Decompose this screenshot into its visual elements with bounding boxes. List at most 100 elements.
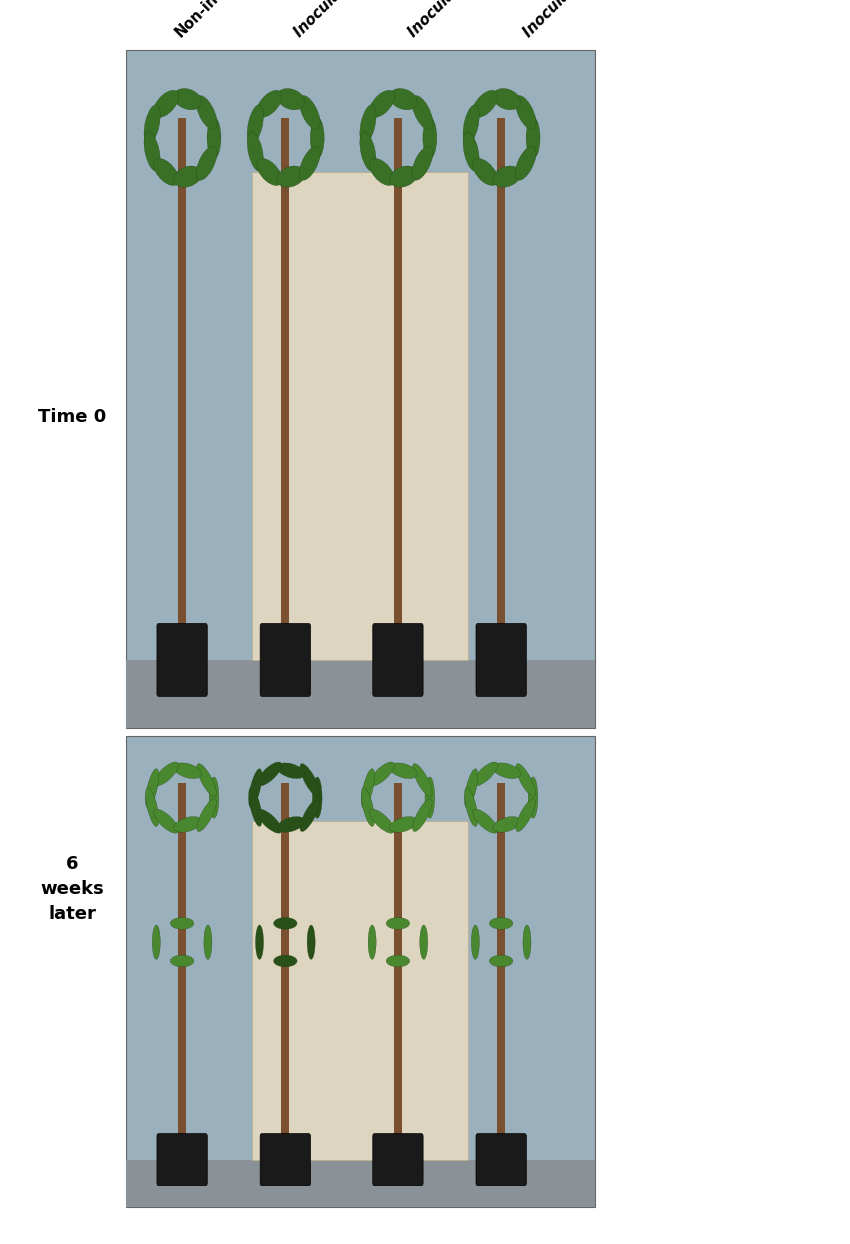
Ellipse shape: [154, 810, 178, 833]
Ellipse shape: [386, 918, 410, 929]
Ellipse shape: [299, 146, 320, 180]
Ellipse shape: [196, 799, 216, 831]
Ellipse shape: [369, 91, 394, 117]
Ellipse shape: [493, 763, 520, 779]
Ellipse shape: [196, 146, 217, 180]
Ellipse shape: [209, 778, 218, 819]
FancyBboxPatch shape: [157, 1133, 207, 1186]
FancyBboxPatch shape: [373, 1133, 423, 1186]
Ellipse shape: [196, 764, 216, 796]
Ellipse shape: [361, 769, 375, 807]
Ellipse shape: [307, 926, 315, 959]
Text: Inoculated with S. samsunensis only: Inoculated with S. samsunensis only: [406, 0, 629, 40]
FancyBboxPatch shape: [260, 623, 310, 697]
FancyBboxPatch shape: [476, 623, 526, 697]
Ellipse shape: [310, 117, 324, 158]
Ellipse shape: [145, 769, 159, 807]
Ellipse shape: [313, 778, 322, 819]
Ellipse shape: [526, 117, 540, 158]
Ellipse shape: [256, 926, 264, 959]
Ellipse shape: [389, 816, 417, 832]
Ellipse shape: [412, 96, 433, 129]
Ellipse shape: [154, 158, 178, 185]
Ellipse shape: [368, 926, 377, 959]
Ellipse shape: [515, 96, 536, 129]
Ellipse shape: [154, 763, 178, 786]
Bar: [394, 118, 402, 626]
Ellipse shape: [465, 769, 478, 807]
Ellipse shape: [420, 926, 428, 959]
Text: Non-inoculated: Non-inoculated: [173, 0, 272, 40]
Ellipse shape: [170, 955, 194, 967]
Ellipse shape: [412, 764, 432, 796]
Bar: [126, 659, 595, 728]
Ellipse shape: [257, 810, 282, 833]
Ellipse shape: [300, 764, 320, 796]
Ellipse shape: [257, 158, 282, 185]
Bar: [394, 784, 402, 1136]
Ellipse shape: [196, 96, 217, 129]
Ellipse shape: [369, 158, 394, 185]
Ellipse shape: [473, 810, 497, 833]
Ellipse shape: [173, 88, 201, 109]
Ellipse shape: [423, 117, 437, 158]
Ellipse shape: [204, 926, 212, 959]
Ellipse shape: [173, 763, 201, 779]
Ellipse shape: [277, 816, 305, 832]
Ellipse shape: [152, 926, 161, 959]
Ellipse shape: [493, 816, 520, 832]
Ellipse shape: [277, 763, 305, 779]
Ellipse shape: [360, 104, 376, 144]
Ellipse shape: [277, 88, 305, 109]
Ellipse shape: [370, 763, 394, 786]
Bar: [126, 50, 595, 728]
Ellipse shape: [170, 918, 194, 929]
Ellipse shape: [249, 769, 262, 807]
Bar: [178, 118, 186, 626]
Ellipse shape: [463, 132, 479, 170]
Ellipse shape: [516, 799, 536, 831]
Ellipse shape: [493, 165, 520, 188]
Ellipse shape: [145, 787, 159, 826]
Ellipse shape: [473, 91, 498, 117]
Text: Inoculated with L. theobromae and S. samsunensis: Inoculated with L. theobromae and S. sam…: [521, 0, 830, 40]
Ellipse shape: [360, 132, 376, 170]
Ellipse shape: [389, 165, 417, 188]
Ellipse shape: [473, 763, 497, 786]
Ellipse shape: [490, 918, 513, 929]
Ellipse shape: [425, 778, 434, 819]
Ellipse shape: [361, 787, 375, 826]
Ellipse shape: [515, 146, 536, 180]
Ellipse shape: [412, 146, 433, 180]
Ellipse shape: [370, 810, 394, 833]
Ellipse shape: [493, 88, 520, 109]
Ellipse shape: [144, 104, 161, 144]
Bar: [178, 784, 186, 1136]
Ellipse shape: [473, 158, 498, 185]
Ellipse shape: [389, 88, 417, 109]
Ellipse shape: [247, 132, 264, 170]
Ellipse shape: [249, 787, 262, 826]
Ellipse shape: [523, 926, 531, 959]
FancyBboxPatch shape: [260, 1133, 310, 1186]
Text: 6
weeks
later: 6 weeks later: [40, 856, 104, 923]
FancyBboxPatch shape: [157, 623, 207, 697]
FancyBboxPatch shape: [373, 623, 423, 697]
Bar: [126, 736, 595, 1207]
Ellipse shape: [173, 165, 201, 188]
FancyBboxPatch shape: [476, 1133, 526, 1186]
Ellipse shape: [247, 104, 264, 144]
Bar: [497, 784, 505, 1136]
Ellipse shape: [528, 778, 538, 819]
Ellipse shape: [257, 763, 282, 786]
Bar: [281, 118, 289, 626]
Text: Time 0: Time 0: [38, 408, 106, 425]
Bar: [497, 118, 505, 626]
Ellipse shape: [299, 96, 320, 129]
Bar: [281, 784, 289, 1136]
Ellipse shape: [490, 955, 513, 967]
Ellipse shape: [154, 91, 178, 117]
Ellipse shape: [465, 787, 478, 826]
Ellipse shape: [274, 918, 297, 929]
Ellipse shape: [389, 763, 417, 779]
